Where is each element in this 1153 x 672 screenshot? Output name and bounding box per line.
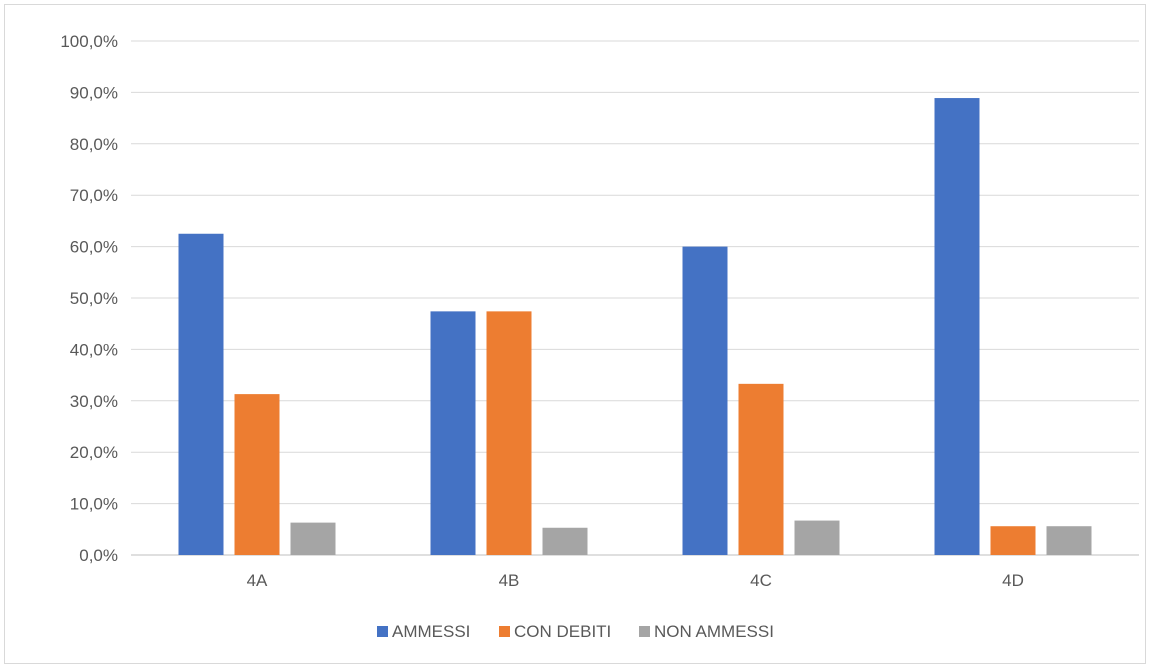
x-tick-label: 4A	[247, 571, 268, 590]
bar-con-debiti-4b	[486, 311, 532, 555]
bar-ammessi-4c	[682, 246, 728, 555]
y-tick-label: 90,0%	[70, 83, 118, 102]
x-axis: 4A 4B 4C 4D	[247, 571, 1024, 590]
bar-con-debiti-4a	[234, 394, 280, 555]
legend-label: CON DEBITI	[514, 622, 611, 641]
legend-label: NON AMMESSI	[654, 622, 774, 641]
gridlines	[131, 40, 1139, 556]
bar-con-debiti-4c	[738, 383, 784, 555]
bar-non-ammessi-4b	[542, 527, 588, 555]
bar-non-ammessi-4c	[794, 520, 840, 555]
y-tick-label: 80,0%	[70, 135, 118, 154]
y-tick-label: 60,0%	[70, 238, 118, 257]
legend-swatch	[499, 626, 510, 637]
bar-non-ammessi-4d	[1046, 526, 1092, 555]
bar-con-debiti-4d	[990, 526, 1036, 555]
y-tick-label: 50,0%	[70, 289, 118, 308]
bar-ammessi-4d	[934, 98, 980, 555]
y-tick-label: 100,0%	[60, 32, 118, 51]
bar-ammessi-4b	[430, 311, 476, 555]
chart-frame: 0,0% 10,0% 20,0% 30,0% 40,0% 50,0% 60,0% 70,0% 8…	[4, 4, 1146, 664]
y-tick-label: 20,0%	[70, 443, 118, 462]
legend-swatch	[639, 626, 650, 637]
legend: AMMESSI CON DEBITI NON AMMESSI	[377, 622, 774, 641]
legend-swatch	[377, 626, 388, 637]
y-tick-label: 10,0%	[70, 495, 118, 514]
x-tick-label: 4B	[499, 571, 520, 590]
y-tick-label: 40,0%	[70, 340, 118, 359]
x-tick-label: 4C	[750, 571, 772, 590]
y-tick-label: 70,0%	[70, 186, 118, 205]
y-axis: 0,0% 10,0% 20,0% 30,0% 40,0% 50,0% 60,0% 70,0% 8…	[60, 32, 118, 565]
bar-non-ammessi-4a	[290, 522, 336, 555]
bars	[178, 98, 1092, 555]
x-tick-label: 4D	[1002, 571, 1024, 590]
legend-label: AMMESSI	[392, 622, 470, 641]
bar-chart: 0,0% 10,0% 20,0% 30,0% 40,0% 50,0% 60,0% 70,0% 8…	[60, 32, 1139, 641]
bar-ammessi-4a	[178, 233, 224, 555]
y-tick-label: 30,0%	[70, 392, 118, 411]
y-tick-label: 0,0%	[79, 546, 118, 565]
